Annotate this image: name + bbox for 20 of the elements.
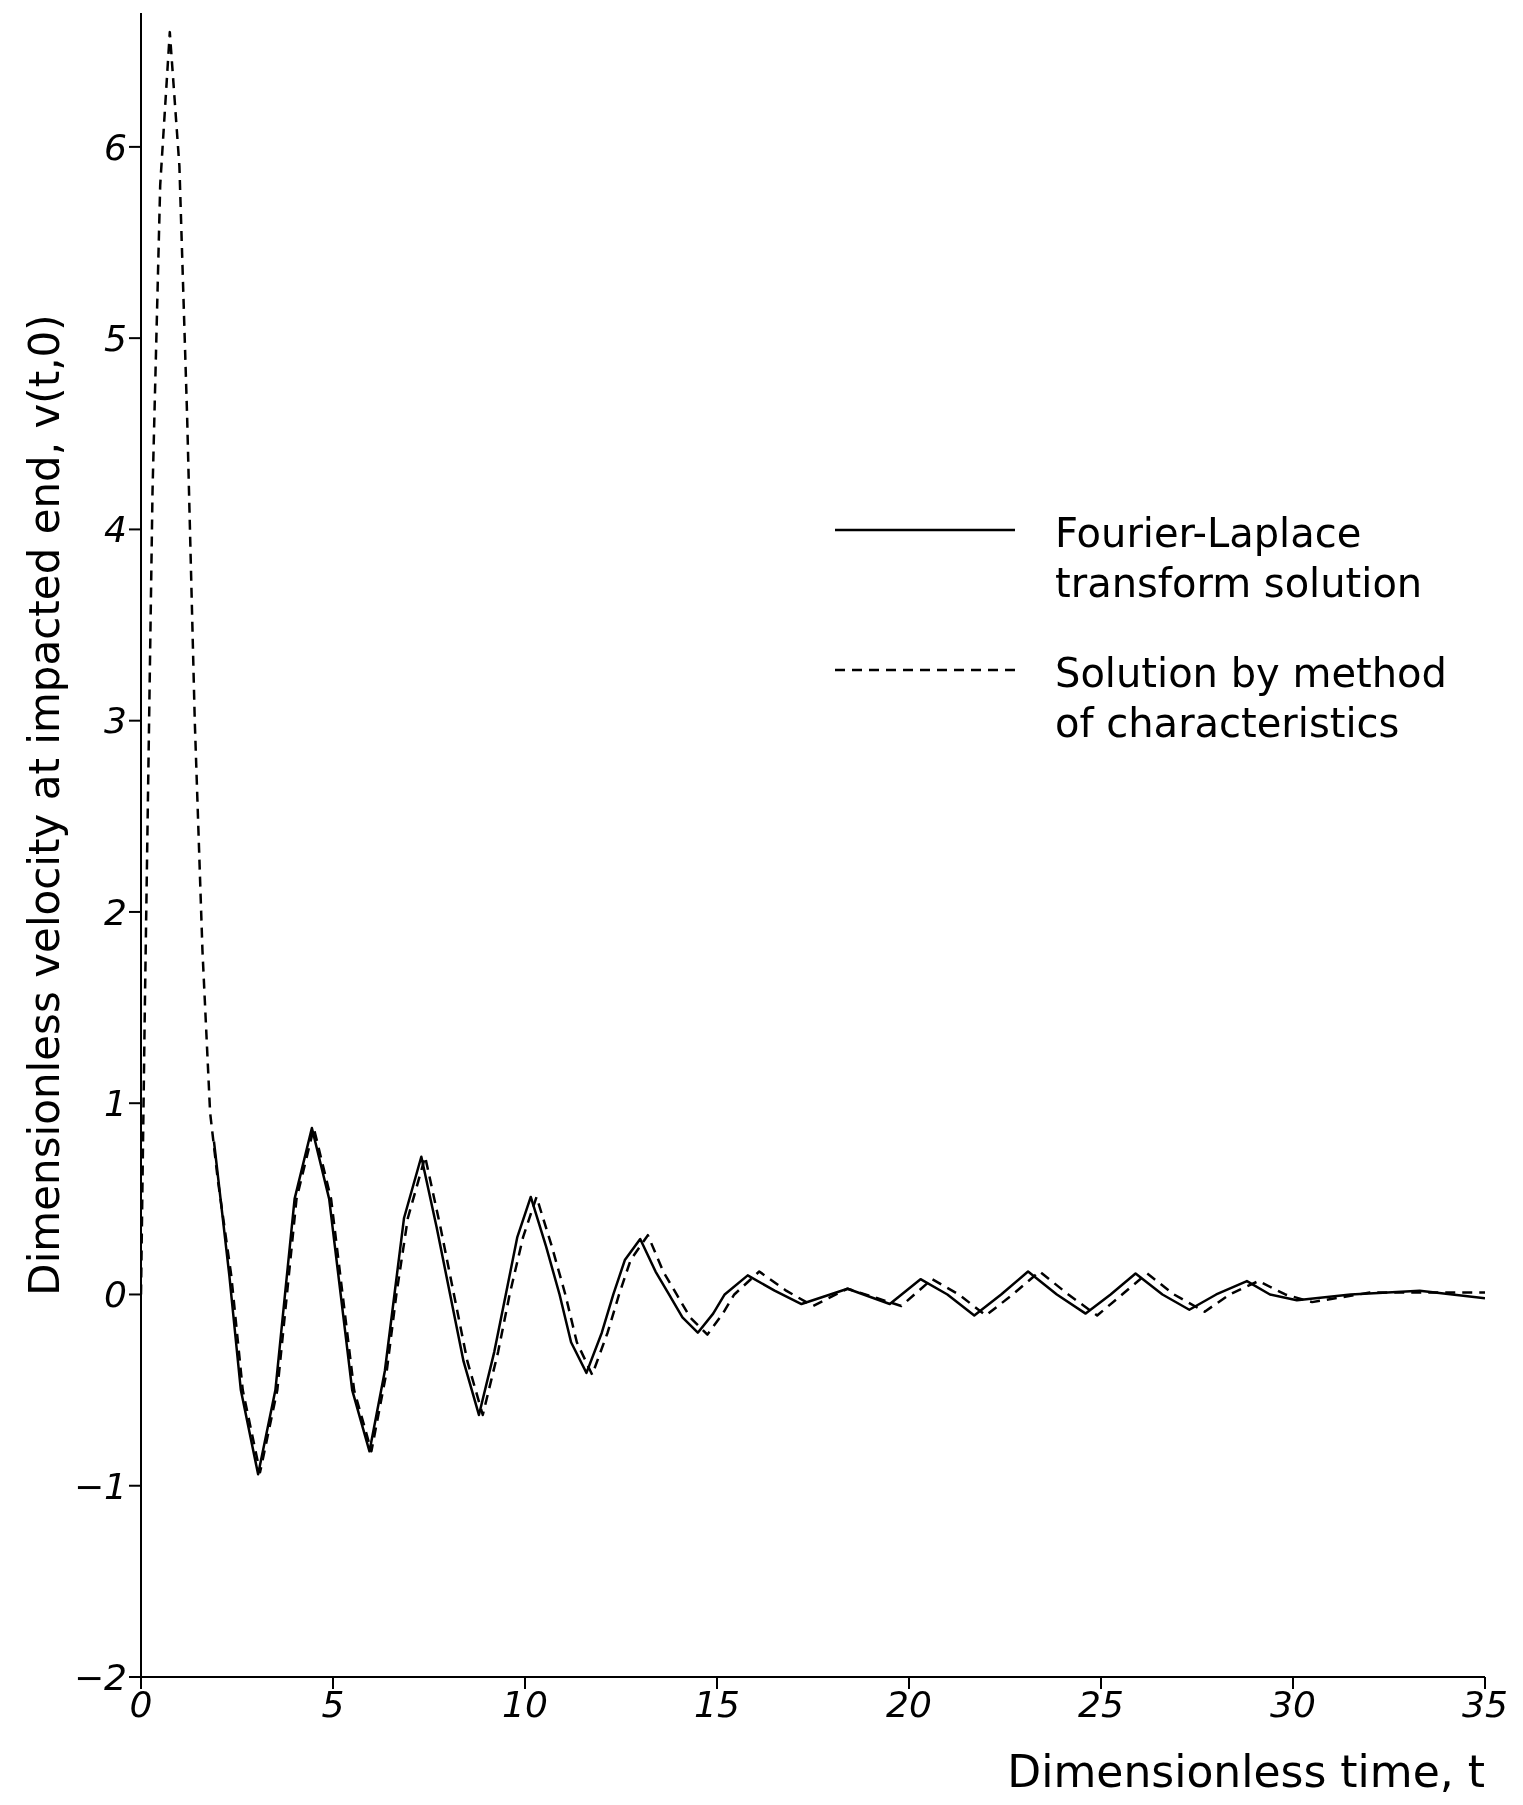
y-tick-label: 4	[104, 509, 127, 551]
x-tick-label: 25	[1078, 1683, 1124, 1725]
y-tick-label: 6	[104, 126, 127, 168]
x-tick-label: 35	[1462, 1683, 1508, 1725]
y-axis-title: Dimensionless velocity at impacted end, v(t,0)	[19, 314, 69, 1296]
x-tick-label: 15	[694, 1683, 740, 1725]
x-tick-label: 5	[321, 1683, 345, 1725]
x-axis-title: Dimensionless time, t	[1007, 1746, 1485, 1797]
legend-label: Solution by method of characteristics	[1055, 649, 1448, 748]
y-tick-label: 1	[104, 1082, 127, 1124]
y-tick-label: 2	[104, 891, 127, 933]
x-tick-label: 30	[1270, 1683, 1316, 1725]
y-tick-label: 0	[104, 1274, 127, 1316]
y-tick-label: −2	[73, 1656, 127, 1698]
legend-label: Fourier-Laplace transform solution	[1055, 509, 1424, 608]
x-tick-label: 20	[886, 1683, 932, 1725]
y-tick-label: 5	[104, 317, 127, 359]
y-tick-label: 3	[104, 700, 127, 742]
y-tick-label: −1	[73, 1465, 127, 1507]
x-tick-label: 10	[502, 1683, 548, 1725]
